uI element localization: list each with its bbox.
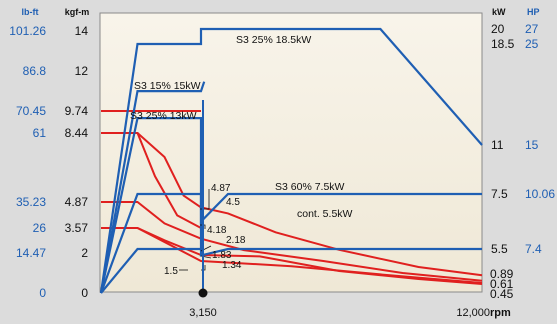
callout-4-87: 4.87: [211, 183, 231, 194]
right-top-kw-label: 20: [491, 22, 505, 36]
unit-kw-label: kW: [492, 7, 506, 17]
left-axis-ticks: 101.26 14 86.8 12 70.45 9.74 61 8.44 35.23 4.87 26…: [9, 24, 88, 300]
left-tick-lbft-0: 101.26: [9, 24, 46, 38]
left-tick-kgfm-4: 4.87: [65, 195, 89, 209]
callout-4-5: 4.5: [226, 197, 240, 208]
right-tick-kw-2: 7.5: [491, 187, 508, 201]
end-torque-label-3: 0.45: [490, 287, 514, 301]
power-curve-3: [99, 116, 203, 294]
x-tick-label-12000: 12,000: [456, 307, 490, 319]
power-curve-2: [99, 81, 206, 294]
torque-curve-6: [101, 227, 483, 284]
right-axis-ticks: 18.5 25 11 15 7.5 10.06 5.5 7.4: [491, 37, 555, 256]
left-tick-kgfm-2: 9.74: [65, 104, 89, 118]
power-curves: [99, 27, 483, 294]
series-label-s3-25-18kw: S3 25% 18.5kW: [236, 34, 311, 46]
left-tick-kgfm-3: 8.44: [65, 126, 89, 140]
left-tick-lbft-7: 0: [39, 286, 46, 300]
series-label-cont-5kw: cont. 5.5kW: [297, 208, 353, 220]
unit-kgfm-label: kgf-m: [65, 7, 90, 17]
series-label-s3-15-15kw: S3 15% 15kW: [134, 80, 201, 92]
power-curve-5: [100, 247, 482, 294]
left-tick-lbft-5: 26: [33, 221, 47, 235]
right-tick-hp-0: 25: [525, 37, 539, 51]
left-tick-lbft-3: 61: [33, 126, 47, 140]
unit-lbft-label: lb-ft: [22, 7, 39, 17]
series-label-s3-60-7kw: S3 60% 7.5kW: [275, 181, 345, 193]
left-tick-kgfm-6: 2: [81, 246, 88, 260]
right-tick-kw-1: 11: [491, 138, 504, 152]
power-curve-1: [99, 27, 483, 294]
x-tick-label-3150: 3,150: [189, 307, 217, 319]
left-tick-lbft-6: 14.47: [16, 246, 46, 260]
unit-hp-label: HP: [527, 7, 540, 17]
right-tick-hp-3: 7.4: [525, 242, 542, 256]
callout-1-5: 1.5: [164, 266, 178, 277]
x-axis-unit: rpm: [490, 307, 511, 319]
callout-1-34: 1.34: [222, 260, 242, 271]
left-tick-lbft-1: 86.8: [23, 64, 47, 78]
end-torque-label-2: 0.61: [490, 277, 514, 291]
left-tick-kgfm-5: 3.57: [65, 221, 89, 235]
right-tick-hp-2: 10.06: [525, 187, 555, 201]
left-tick-kgfm-1: 12: [75, 64, 89, 78]
right-tick-kw-0: 18.5: [491, 37, 515, 51]
torque-curve-4: [101, 201, 483, 282]
torque-curve-2: [101, 132, 483, 277]
right-top-hp-label: 27: [525, 22, 539, 36]
end-torque-label-1: 0.89: [490, 267, 514, 281]
power-curve-4: [99, 192, 482, 294]
left-tick-lbft-4: 35.23: [16, 195, 46, 209]
x-marker-dot: [198, 288, 208, 298]
plot-area: [99, 12, 483, 293]
right-tick-kw-3: 5.5: [491, 242, 508, 256]
callout-1-83: 1.83: [212, 250, 232, 261]
left-tick-kgfm-7: 0: [81, 286, 88, 300]
left-tick-kgfm-0: 14: [75, 24, 89, 38]
series-label-s3-25-13kw: S3 25% 13kW: [130, 110, 197, 122]
callout-2-18: 2.18: [226, 235, 246, 246]
left-tick-lbft-2: 70.45: [16, 104, 46, 118]
callout-4-18: 4.18: [207, 225, 227, 236]
right-tick-hp-1: 15: [525, 138, 539, 152]
